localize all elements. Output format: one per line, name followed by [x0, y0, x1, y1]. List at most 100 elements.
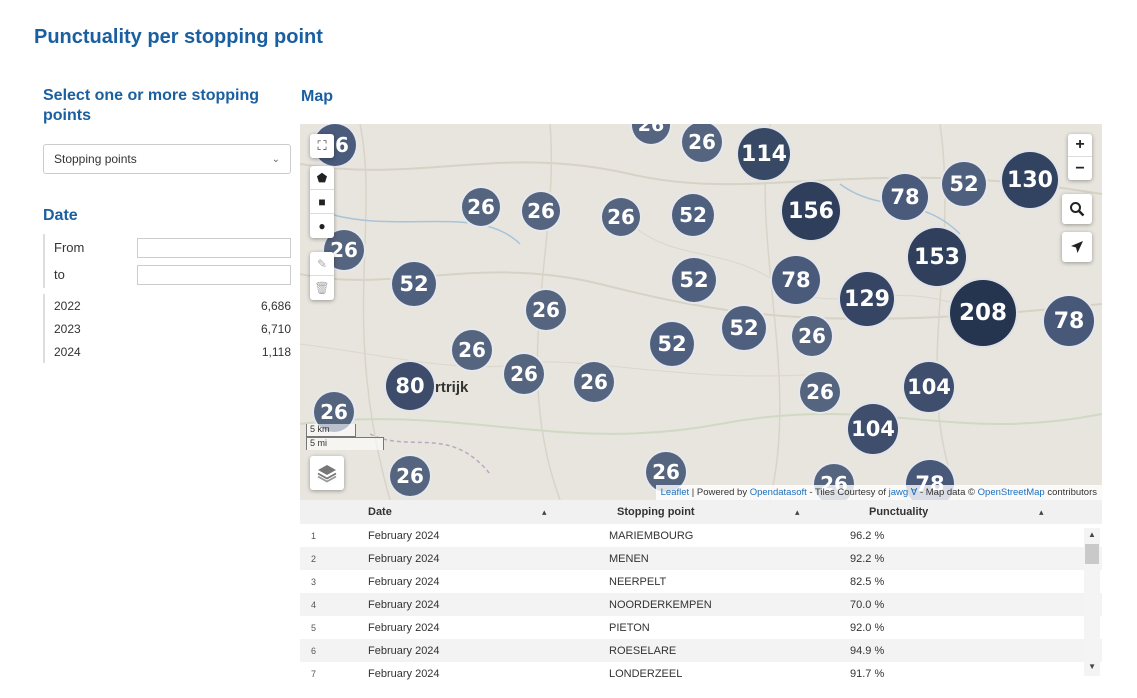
table-row[interactable]: 1 February 2024 MARIEMBOURG 96.2 %: [311, 529, 885, 542]
leaflet-link[interactable]: Leaflet: [660, 487, 690, 498]
map-cluster[interactable]: 104: [902, 360, 956, 414]
map-cluster[interactable]: 26: [572, 360, 616, 404]
map-cluster[interactable]: 26: [600, 196, 642, 238]
map-cluster[interactable]: 26: [524, 288, 568, 332]
draw-circle-button[interactable]: ●: [310, 214, 334, 238]
year-item[interactable]: 2024 1,118: [54, 340, 291, 363]
column-punctuality[interactable]: Punctuality ▴: [850, 500, 1080, 524]
map-cluster[interactable]: 130: [1000, 150, 1060, 210]
draw-polygon-button[interactable]: ⬟: [310, 166, 334, 190]
table-row[interactable]: 5 February 2024 PIETON 92.0 %: [311, 621, 885, 634]
scrollbar-thumb[interactable]: [1085, 544, 1099, 564]
map-cluster[interactable]: 26: [520, 190, 562, 232]
page-title: Punctuality per stopping point: [34, 26, 323, 48]
year-count: 1,118: [261, 344, 291, 359]
map-cluster[interactable]: 52: [390, 260, 438, 308]
map-cluster[interactable]: 129: [838, 270, 896, 328]
map-cluster[interactable]: 26: [502, 352, 546, 396]
stopping-points-title: Select one or more stopping points: [43, 87, 260, 124]
table-row[interactable]: 2 February 2024 MENEN 92.2 %: [300, 547, 1102, 570]
square-icon: ■: [318, 194, 326, 209]
scale-mi: 5 mi: [306, 437, 384, 450]
draw-rectangle-button[interactable]: ■: [310, 190, 334, 214]
search-button[interactable]: [1062, 194, 1092, 224]
jawg-link[interactable]: jawg: [888, 487, 909, 498]
map-cluster[interactable]: 156: [780, 180, 842, 242]
filter-panel: Select one or more stopping points Stopp…: [43, 86, 291, 363]
city-label: rtrijk: [435, 379, 469, 396]
opendatasoft-link[interactable]: Opendatasoft: [749, 487, 807, 498]
table-header: Date ▴ Stopping point ▴ Punctuality ▴: [300, 500, 1102, 524]
map-cluster[interactable]: 153: [906, 226, 968, 288]
map-cluster[interactable]: 52: [720, 304, 768, 352]
table-body: 1 February 2024 MARIEMBOURG 96.2 % 2 Februar…: [300, 524, 1102, 685]
zoom-control: + −: [1068, 134, 1092, 180]
edit-icon: ✎: [316, 256, 328, 271]
date-title: Date: [43, 207, 78, 224]
table-row[interactable]: 6 February 2024 ROESELARE 94.9 %: [300, 639, 1102, 662]
scroll-up-icon[interactable]: ▲: [1088, 530, 1096, 539]
column-date[interactable]: Date ▴: [368, 500, 609, 524]
map-cluster[interactable]: 52: [670, 192, 716, 238]
map-cluster[interactable]: 52: [648, 320, 696, 368]
to-label: to: [54, 267, 65, 282]
map-cluster[interactable]: 26: [388, 454, 432, 498]
draw-toolbar: ⬟ ■ ●: [310, 166, 334, 238]
chevron-down-icon: ⌄: [271, 153, 280, 165]
zoom-out-button[interactable]: −: [1075, 159, 1085, 177]
map-cluster[interactable]: 52: [940, 160, 988, 208]
pentagon-icon: ⬟: [316, 170, 328, 185]
stopping-points-select[interactable]: Stopping points ⌄: [43, 144, 291, 174]
map-cluster[interactable]: 26: [460, 186, 502, 228]
map-cluster[interactable]: 78: [770, 254, 822, 306]
map-cluster[interactable]: 26: [680, 124, 724, 164]
column-stopping-point[interactable]: Stopping point ▴: [609, 500, 850, 524]
location-arrow-icon: [1071, 241, 1083, 253]
map-cluster[interactable]: 78: [1042, 294, 1096, 348]
sort-icon[interactable]: ▴: [795, 507, 800, 517]
table-row[interactable]: 3 February 2024 NEERPELT 82.5 %: [311, 575, 885, 588]
delete-button[interactable]: 🗑: [310, 276, 334, 300]
layers-icon: [317, 465, 337, 483]
map-cluster[interactable]: 26: [790, 314, 834, 358]
locate-button[interactable]: [1062, 232, 1092, 262]
edit-toolbar: ✎ 🗑: [310, 252, 334, 300]
sort-icon[interactable]: ▴: [542, 507, 547, 517]
osm-link[interactable]: OpenStreetMap: [977, 487, 1045, 498]
to-date-input[interactable]: [137, 264, 291, 285]
year-label: 2024: [54, 344, 81, 359]
map-cluster[interactable]: 80: [384, 360, 436, 412]
fullscreen-button[interactable]: ⛶: [310, 134, 334, 158]
year-list: 2022 6,686 2023 6,710 2024 1,118: [43, 294, 291, 363]
year-label: 2022: [54, 298, 81, 313]
year-item[interactable]: 2022 6,686: [54, 294, 291, 317]
year-count: 6,686: [260, 298, 291, 313]
from-date-input[interactable]: [137, 237, 291, 258]
map-cluster[interactable]: 78: [880, 172, 930, 222]
map-cluster[interactable]: 26: [798, 370, 842, 414]
jawg-logo-icon: Ɐ: [910, 487, 918, 498]
sort-icon[interactable]: ▴: [1039, 507, 1044, 517]
scroll-down-icon[interactable]: ▼: [1088, 662, 1096, 671]
trash-icon: 🗑: [314, 281, 330, 295]
map-cluster[interactable]: 52: [670, 256, 718, 304]
map-cluster[interactable]: 26: [450, 328, 494, 372]
map-title: Map: [301, 88, 333, 105]
map[interactable]: rtrijk 26 26 26 114 156 78 52 130 26 26 …: [300, 124, 1102, 500]
table-scrollbar[interactable]: ▲: [1084, 528, 1100, 676]
table-row[interactable]: 7 February 2024 LONDERZEEL 91.7 %: [311, 667, 885, 680]
layers-button[interactable]: [310, 456, 344, 490]
map-cluster[interactable]: 114: [736, 126, 792, 182]
year-item[interactable]: 2023 6,710: [54, 317, 291, 340]
circle-icon: ●: [318, 219, 326, 233]
zoom-in-button[interactable]: +: [1068, 134, 1092, 157]
search-icon: [1070, 202, 1085, 217]
map-cluster[interactable]: 104: [846, 402, 900, 456]
map-attribution: Leaflet | Powered by Opendatasoft - Tile…: [655, 485, 1102, 500]
date-range: From to: [43, 234, 291, 288]
edit-button[interactable]: ✎: [310, 252, 334, 276]
table-row[interactable]: 4 February 2024 NOORDERKEMPEN 70.0 %: [300, 593, 1102, 616]
scale-km: 5 km: [306, 424, 356, 437]
map-cluster[interactable]: 208: [948, 278, 1018, 348]
